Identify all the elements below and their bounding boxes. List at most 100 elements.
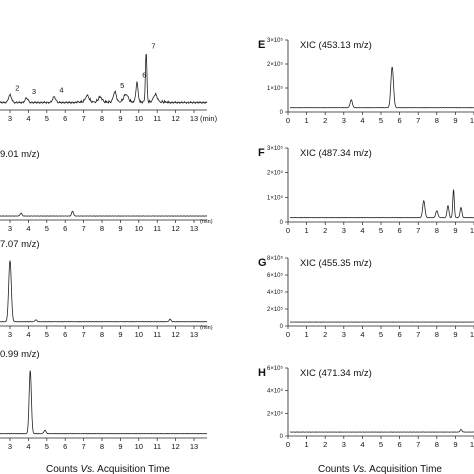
x-tick-label: 10 (135, 442, 143, 451)
x-tick-label: 12 (171, 224, 179, 233)
y-tick-label: 0 (280, 220, 284, 226)
y-tick-label: 3×10⁵ (267, 37, 284, 44)
x-tick-label: 10 (470, 330, 474, 339)
x-tick-label: 0 (286, 116, 290, 125)
x-tick-label: 2 (323, 440, 327, 449)
x-unit-label: (min) (200, 114, 218, 123)
x-tick-label: 13 (190, 224, 198, 233)
footer-left-label: Counts Vs. Acquisition Time (46, 464, 170, 474)
x-tick-label: 4 (26, 330, 30, 339)
panel-b: 3 4 5 6 7 8 9 10 11 12 13(min) 9.01 m/z) (0, 149, 213, 233)
y-tick-label: 6×10⁵ (267, 365, 284, 372)
x-tick-label: 4 (26, 114, 30, 123)
x-tick-label: 5 (45, 114, 49, 123)
x-tick-label: 5 (45, 442, 49, 451)
peak-label: 2 (15, 84, 19, 93)
y-tick-label: 0 (280, 324, 284, 330)
x-tick-label: 3 (8, 224, 12, 233)
x-tick-label: 9 (453, 226, 457, 235)
x-tick-label: 3 (342, 330, 346, 339)
x-tick-label: 8 (435, 440, 439, 449)
x-tick-label: 9 (453, 116, 457, 125)
x-tick-label: 0 (286, 330, 290, 339)
x-tick-label: 8 (100, 114, 104, 123)
x-tick-label: 9 (118, 442, 122, 451)
x-tick-label: 6 (63, 114, 67, 123)
x-tick-label: 5 (379, 226, 383, 235)
x-tick-label: 1 (305, 116, 309, 125)
x-tick-label: 10 (135, 114, 143, 123)
x-tick-label: 11 (153, 442, 161, 451)
panel-g: 0 1 2 3 4 5 6 7 8 9 10 8×10⁵ 6×10⁵ 4×10⁵ 2×10⁵ 0 G XIC (4… (258, 255, 474, 339)
x-tick-label: 7 (416, 226, 420, 235)
x-tick-label: 4 (360, 440, 364, 449)
y-tick-label: 3×10⁵ (267, 145, 284, 152)
x-tick-label: 4 (360, 226, 364, 235)
panel-letter: E (258, 39, 265, 51)
y-tick-label: 2×10⁵ (267, 61, 284, 68)
x-tick-label: 7 (82, 224, 86, 233)
x-tick-label: 7 (416, 330, 420, 339)
y-tick-label: 1×10⁵ (267, 194, 284, 201)
x-tick-label: 9 (453, 440, 457, 449)
x-tick-label: 3 (342, 116, 346, 125)
x-tick-label: 1 (305, 330, 309, 339)
x-tick-label: 13 (190, 330, 198, 339)
x-tick-label: 6 (398, 440, 402, 449)
x-tick-label: 11 (153, 114, 161, 123)
x-tick-label: 2 (323, 116, 327, 125)
panel-d: 3 4 5 6 7 8 9 10 11 12 13 0.99 m/z) (0, 349, 208, 451)
y-tick-label: 1×10⁵ (267, 85, 284, 92)
y-tick-label: 2×10⁵ (267, 170, 284, 177)
chromatogram-trace (0, 53, 208, 105)
x-tick-label: 5 (379, 440, 383, 449)
x-tick-label: 1 (305, 226, 309, 235)
peak-label: 4 (59, 86, 63, 95)
x-tick-label: 10 (470, 440, 474, 449)
chromatogram-trace (0, 210, 208, 217)
x-tick-label: 12 (171, 442, 179, 451)
x-tick-label: 3 (8, 442, 12, 451)
panel-letter: H (258, 367, 266, 379)
x-tick-label: 1 (305, 440, 309, 449)
x-tick-label: 5 (379, 116, 383, 125)
panel-title: 7.07 m/z) (0, 239, 40, 250)
x-tick-label: 6 (63, 224, 67, 233)
chromatogram-trace (0, 260, 208, 323)
x-tick-label: 2 (323, 330, 327, 339)
x-tick-label: 9 (118, 330, 122, 339)
x-tick-label: 9 (453, 330, 457, 339)
chromatogram-trace (289, 429, 474, 433)
x-tick-label: 8 (435, 330, 439, 339)
panel-h: 0 1 2 3 4 5 6 7 8 9 10 6×10⁵ 4×10⁵ 2×10⁵ 0 H XIC (471.34… (258, 365, 474, 449)
x-tick-label: 6 (63, 442, 67, 451)
y-tick-label: 0 (280, 434, 284, 440)
y-tick-label: 4×10⁵ (267, 289, 284, 296)
panel-letter: F (258, 147, 265, 159)
x-tick-label: 13 (190, 442, 198, 451)
y-tick-label: 2×10⁵ (267, 306, 284, 313)
x-tick-label: 5 (379, 330, 383, 339)
y-tick-label: 2×10⁵ (267, 410, 284, 417)
x-tick-label: 7 (82, 330, 86, 339)
x-tick-label: 8 (100, 224, 104, 233)
footer-right-label: Counts Vs. Acquisition Time (318, 464, 442, 474)
x-tick-label: 9 (118, 114, 122, 123)
panel-title: 0.99 m/z) (0, 349, 40, 360)
x-tick-label: 7 (82, 114, 86, 123)
x-tick-label: 8 (100, 330, 104, 339)
panel-title: 9.01 m/z) (0, 149, 40, 160)
x-tick-label: 10 (470, 116, 474, 125)
x-tick-label: 3 (8, 330, 12, 339)
x-tick-label: 11 (153, 224, 161, 233)
x-tick-label: 12 (171, 330, 179, 339)
y-tick-label: 6×10⁵ (267, 272, 284, 279)
chromatogram-trace (0, 370, 208, 435)
x-tick-label: 7 (82, 442, 86, 451)
x-tick-label: 6 (398, 116, 402, 125)
x-tick-label: 0 (286, 226, 290, 235)
x-tick-label: 8 (435, 226, 439, 235)
peak-label: 5 (120, 81, 124, 90)
